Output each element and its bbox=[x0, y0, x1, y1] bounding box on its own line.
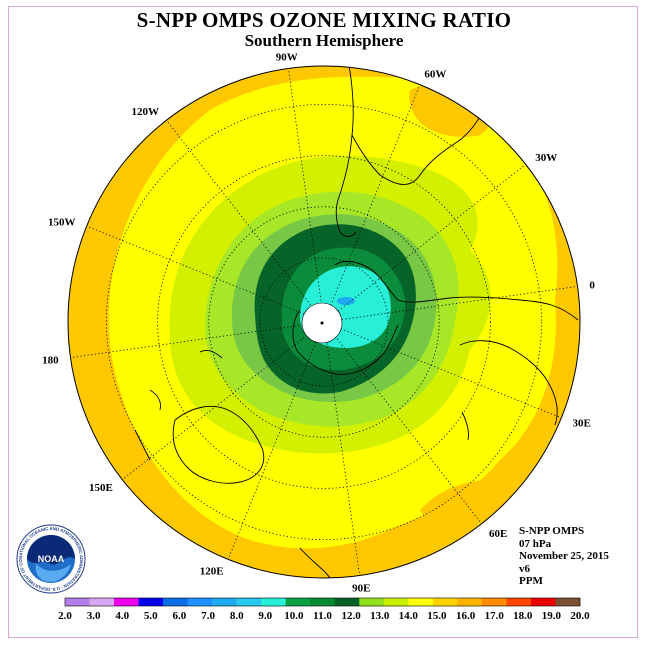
map-info: S-NPP OMPS 07 hPa November 25, 2015 v6 P… bbox=[519, 525, 609, 588]
longitude-label: 90W bbox=[276, 52, 298, 64]
south-pole-dot bbox=[321, 322, 324, 325]
colorbar-swatch bbox=[433, 598, 458, 606]
colorbar-label: 19.0 bbox=[542, 610, 562, 622]
longitude-label: 120W bbox=[132, 106, 160, 118]
colorbar: 2.0 3.0 4.0 5.0 6.0 7.0 8.0 9.0 10.0 11.0 12.0 13.0… bbox=[0, 592, 648, 632]
colorbar-swatch bbox=[188, 598, 213, 606]
colorbar-labels: 2.0 3.0 4.0 5.0 6.0 7.0 8.0 9.0 10.0 11.0 12.0 13.0… bbox=[58, 610, 590, 622]
colorbar-label: 18.0 bbox=[513, 610, 533, 622]
colorbar-swatch bbox=[384, 598, 409, 606]
colorbar-label: 12.0 bbox=[341, 610, 361, 622]
colorbar-swatch bbox=[506, 598, 531, 606]
colorbar-label: 20.0 bbox=[570, 610, 590, 622]
longitude-label: 150E bbox=[89, 482, 113, 494]
longitude-label: 30E bbox=[573, 417, 591, 429]
colorbar-swatch bbox=[261, 598, 286, 606]
colorbar-label: 14.0 bbox=[399, 610, 419, 622]
noaa-logo: NOAA NATIONAL OCEANIC AND ATMOSPHERIC AD… bbox=[16, 524, 86, 594]
info-date: November 25, 2015 bbox=[519, 550, 609, 563]
info-units: PPM bbox=[519, 575, 609, 588]
colorbar-swatch bbox=[114, 598, 139, 606]
info-instrument: S-NPP OMPS bbox=[519, 525, 609, 538]
ozone-patch-8ppm bbox=[337, 297, 355, 305]
colorbar-label: 10.0 bbox=[284, 610, 304, 622]
longitude-label: 180 bbox=[42, 354, 59, 366]
longitude-label: 120E bbox=[200, 566, 224, 578]
colorbar-label: 6.0 bbox=[173, 610, 187, 622]
colorbar-swatch bbox=[556, 598, 581, 606]
longitude-label: 150W bbox=[48, 217, 76, 229]
colorbar-label: 3.0 bbox=[87, 610, 101, 622]
colorbar-label: 16.0 bbox=[456, 610, 476, 622]
colorbar-swatch bbox=[163, 598, 188, 606]
colorbar-swatch bbox=[139, 598, 164, 606]
colorbar-label: 4.0 bbox=[115, 610, 129, 622]
colorbar-swatch bbox=[65, 598, 90, 606]
noaa-logo-text: NOAA bbox=[38, 554, 65, 564]
longitude-label: 0 bbox=[589, 280, 595, 292]
longitude-label: 60E bbox=[489, 528, 507, 540]
colorbar-boxes bbox=[65, 598, 580, 606]
colorbar-swatch bbox=[335, 598, 360, 606]
info-version: v6 bbox=[519, 563, 609, 576]
colorbar-label: 7.0 bbox=[201, 610, 215, 622]
colorbar-swatch bbox=[310, 598, 335, 606]
colorbar-label: 2.0 bbox=[58, 610, 72, 622]
colorbar-label: 17.0 bbox=[485, 610, 505, 622]
colorbar-label: 13.0 bbox=[370, 610, 390, 622]
colorbar-swatch bbox=[457, 598, 482, 606]
colorbar-swatch bbox=[531, 598, 556, 606]
colorbar-swatch bbox=[482, 598, 507, 606]
colorbar-swatch bbox=[286, 598, 311, 606]
longitude-label: 60W bbox=[424, 69, 446, 81]
longitude-label: 30W bbox=[535, 152, 557, 164]
colorbar-swatch bbox=[237, 598, 262, 606]
colorbar-label: 5.0 bbox=[144, 610, 158, 622]
colorbar-label: 9.0 bbox=[258, 610, 272, 622]
colorbar-swatch bbox=[408, 598, 433, 606]
colorbar-swatch bbox=[90, 598, 115, 606]
colorbar-swatch bbox=[212, 598, 237, 606]
colorbar-label: 11.0 bbox=[313, 610, 332, 622]
colorbar-label: 8.0 bbox=[230, 610, 244, 622]
colorbar-label: 15.0 bbox=[427, 610, 447, 622]
info-level: 07 hPa bbox=[519, 538, 609, 551]
colorbar-swatch bbox=[359, 598, 384, 606]
